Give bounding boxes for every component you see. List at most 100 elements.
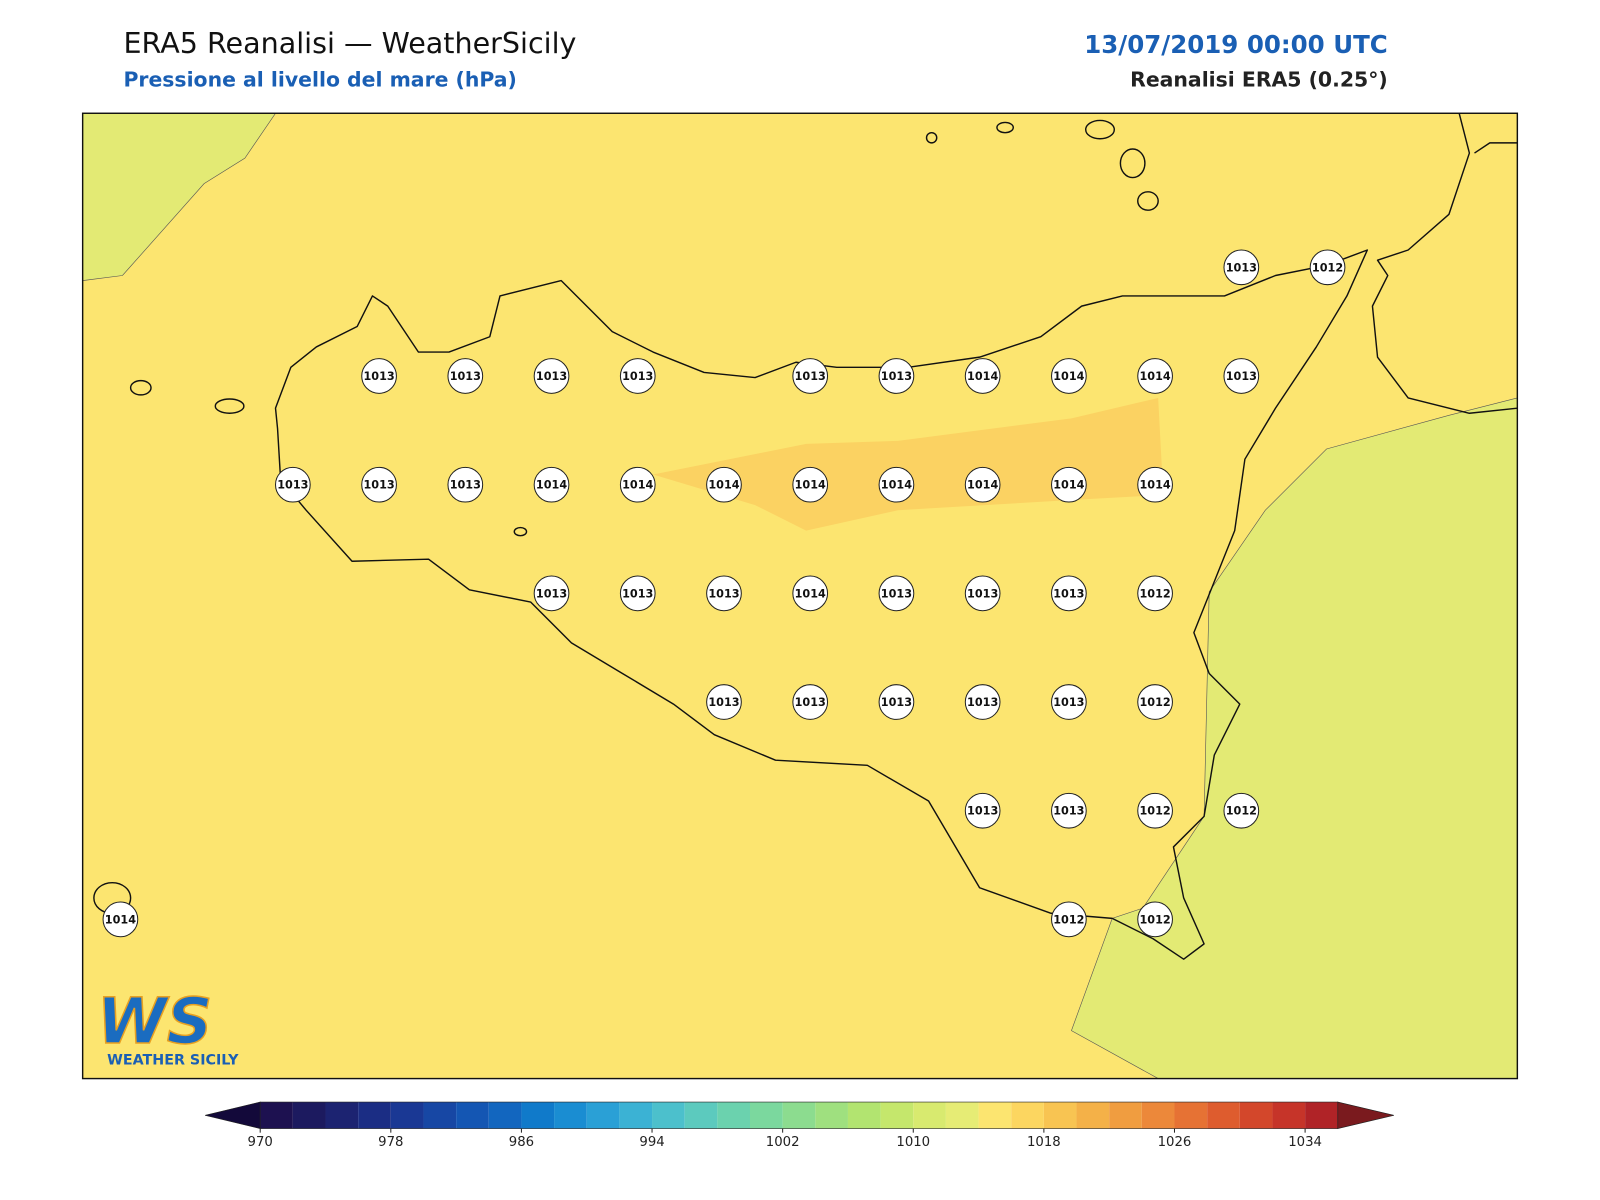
station-value: 1014: [1139, 479, 1170, 492]
station: 1013: [792, 358, 829, 394]
station-marker: [533, 466, 570, 503]
colorbar-tick-label: 1026: [1158, 1135, 1192, 1150]
colorbar-segment: [782, 1102, 816, 1129]
colorbar-segment: [1109, 1102, 1142, 1129]
station-marker: [792, 684, 829, 720]
station: 1014: [1137, 358, 1173, 394]
station-value: 1014: [105, 913, 136, 926]
colorbar-segment: [847, 1102, 881, 1129]
subtitle: Pressione al livello del mare (hPa): [123, 68, 516, 92]
map: 1013 1012 1013 1013 1013 1013 1013 1013 1014 1014…: [81, 112, 1519, 1080]
station-marker: [1223, 358, 1260, 394]
station-marker: [1137, 358, 1173, 394]
station: 1014: [1051, 358, 1087, 394]
station-marker: [792, 466, 829, 503]
station-value: 1013: [622, 370, 653, 383]
station-marker: [1223, 792, 1260, 829]
colorbar-segment: [913, 1102, 946, 1129]
station-value: 1013: [967, 805, 998, 818]
colorbar-segment: [1076, 1102, 1110, 1129]
station-marker: [361, 466, 397, 503]
station-marker: [533, 358, 570, 394]
colorbar-segment: [880, 1102, 914, 1129]
station-value: 1013: [1053, 805, 1084, 818]
station-marker: [619, 575, 656, 612]
station: 1013: [792, 684, 829, 720]
station: 1013: [447, 466, 484, 503]
station-marker: [878, 358, 915, 394]
station-value: 1013: [708, 696, 739, 709]
colorbar-tick-label: 1034: [1288, 1135, 1322, 1150]
station: 1014: [792, 466, 829, 503]
station: 1013: [533, 575, 570, 612]
colorbar-segment: [390, 1102, 424, 1129]
station-marker: [1309, 249, 1346, 286]
station-value: 1014: [536, 479, 567, 492]
station-marker: [1051, 575, 1087, 612]
station: 1013: [1223, 249, 1260, 286]
colorbar-segment: [586, 1102, 620, 1129]
station-marker: [1051, 466, 1087, 503]
station: 1013: [1051, 684, 1087, 720]
station-marker: [964, 358, 1001, 394]
colorbar-segment: [1272, 1102, 1306, 1129]
station: 1012: [1137, 575, 1173, 612]
station-value: 1013: [708, 587, 739, 600]
station-marker: [447, 466, 484, 503]
station: 1014: [964, 466, 1001, 503]
station: 1013: [706, 684, 742, 720]
station-value: 1012: [1139, 913, 1170, 926]
station-marker: [102, 901, 139, 938]
station: 1013: [619, 358, 656, 394]
colorbar-segment: [1239, 1102, 1273, 1129]
station: 1014: [1051, 466, 1087, 503]
station-marker: [1137, 466, 1173, 503]
source: Reanalisi ERA5 (0.25°): [1130, 68, 1388, 92]
title: ERA5 Reanalisi — WeatherSicily: [123, 26, 576, 60]
station-value: 1013: [881, 587, 912, 600]
colorbar-segment: [260, 1102, 293, 1129]
colorbar-segment: [488, 1102, 522, 1129]
station-value: 1014: [967, 479, 998, 492]
station: 1013: [275, 466, 311, 503]
station-marker: [706, 466, 742, 503]
station: 1012: [1223, 792, 1260, 829]
colorbar-tick-label: 1002: [766, 1135, 800, 1150]
colorbar-segment: [684, 1102, 718, 1129]
station: 1013: [447, 358, 484, 394]
station-value: 1012: [1139, 805, 1170, 818]
colorbar-segment: [1174, 1102, 1208, 1129]
station: 1012: [1137, 684, 1173, 720]
station-marker: [964, 466, 1001, 503]
station: 1014: [533, 466, 570, 503]
station-values: 1013 1012 1013 1013 1013 1013 1013 1013 1014 1014…: [102, 249, 1346, 938]
station-marker: [792, 575, 829, 612]
station: 1012: [1137, 792, 1173, 829]
station-marker: [706, 575, 742, 612]
colorbar-segment: [1141, 1102, 1175, 1129]
station: 1013: [1223, 358, 1260, 394]
station-value: 1012: [1139, 587, 1170, 600]
station-value: 1013: [1053, 587, 1084, 600]
colorbar-over: [1337, 1101, 1394, 1129]
station-value: 1013: [967, 696, 998, 709]
station: 1013: [1051, 575, 1087, 612]
logo-name: WEATHER SICILY: [107, 1052, 239, 1068]
colorbar-segment: [423, 1102, 457, 1129]
station: 1013: [361, 466, 397, 503]
station-marker: [447, 358, 484, 394]
station: 1013: [964, 684, 1001, 720]
station: 1014: [964, 358, 1001, 394]
station-marker: [1051, 901, 1087, 938]
station-value: 1014: [967, 370, 998, 383]
station: 1013: [878, 358, 915, 394]
station-value: 1013: [967, 587, 998, 600]
station-marker: [619, 466, 656, 503]
station: 1014: [619, 466, 656, 503]
station-value: 1012: [1139, 696, 1170, 709]
colorbar-segment: [619, 1102, 653, 1129]
station-value: 1013: [536, 587, 567, 600]
station: 1013: [878, 684, 915, 720]
colorbar-segment: [945, 1102, 979, 1129]
